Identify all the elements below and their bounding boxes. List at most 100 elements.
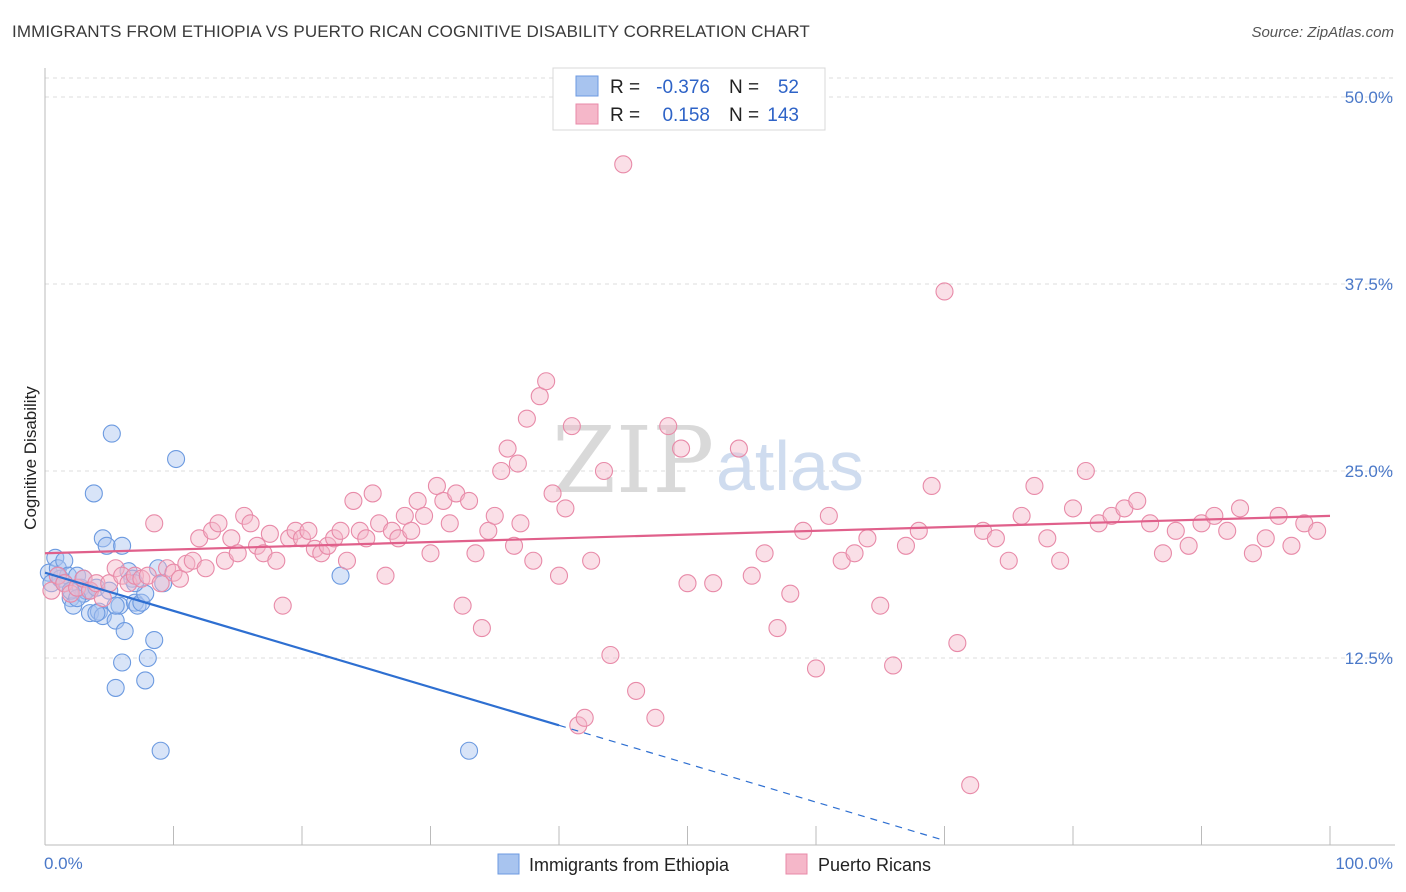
puerto-rican-point [935,282,954,301]
puerto-rican-point [768,619,787,638]
puerto-rican-point [241,514,260,533]
puerto-rican-point [1063,499,1083,518]
puerto-rican-point [170,569,189,588]
x-tick-labels: 0.0% 100.0% [44,854,1393,873]
ethiopia-point [138,648,157,668]
y-tick-label: 25.0% [1345,462,1393,481]
puerto-rican-point [260,524,279,543]
ethiopia-trend-extension [558,724,945,842]
puerto-rican-point [961,776,980,795]
puerto-rican-point [421,544,440,563]
puerto-rican-point [145,514,164,533]
puerto-rican-point [228,544,247,563]
puerto-rican-point [1282,536,1301,555]
puerto-rican-point [1025,476,1044,496]
puerto-rican-point [1012,506,1031,525]
puerto-rican-point [459,491,479,510]
puerto-rican-point [1269,506,1288,525]
y-axis-title: Cognitive Disability [21,386,40,530]
ethiopia-point [167,449,186,469]
ethiopia-point [113,653,132,672]
puerto-rican-point [508,454,527,473]
puerto-rican-point [896,536,916,555]
puerto-rican-point [1218,521,1237,540]
puerto-rican-point [530,387,549,406]
puerto-rican-point [646,708,665,727]
legend-n-value: 52 [778,77,799,98]
y-tick-label: 12.5% [1345,649,1393,668]
series-legend-swatch [497,853,520,875]
puerto-rican-point [549,566,569,585]
puerto-rican-point [453,596,472,615]
axes [44,68,1395,846]
puerto-rican-point [395,506,414,525]
puerto-rican-point [113,566,132,585]
puerto-rican-point [235,506,254,525]
puerto-rican-point [408,491,427,510]
puerto-rican-point [382,521,402,540]
puerto-rican-point [427,476,446,496]
legend-r-value: -0.376 [656,77,710,98]
puerto-rican-point [376,566,395,585]
trend-lines [44,514,1331,842]
puerto-rican-point [858,529,877,548]
puerto-rican-point [1205,506,1224,525]
series-puerto-rican-points [42,102,1327,795]
puerto-rican-point [627,681,646,700]
puerto-rican-point [1256,529,1275,548]
legend-n-value: 143 [767,105,799,126]
puerto-rican-point [344,491,363,510]
x-tick-label: 100.0% [1335,854,1393,873]
puerto-rican-point [203,521,222,540]
ethiopia-point [84,484,103,503]
puerto-rican-point [755,544,774,563]
puerto-rican-point [498,439,517,458]
legend-r-value: 0.158 [662,105,710,126]
puerto-rican-point [601,645,620,665]
puerto-rican-point [742,566,761,585]
puerto-rican-point [594,461,614,481]
x-tick-label: 0.0% [44,854,83,873]
puerto-rican-point [845,544,864,563]
ethiopia-point [136,671,155,690]
y-tick-label: 50.0% [1345,88,1393,107]
puerto-rican-point [1308,521,1327,540]
puerto-rican-point [325,529,344,548]
puerto-rican-point [884,656,903,675]
puerto-rican-point [350,521,369,540]
ethiopia-point [97,536,116,555]
ethiopia-point [106,678,125,697]
series-legend-swatch [785,853,808,875]
puerto-rican-point [781,584,800,603]
puerto-rican-point [729,439,748,458]
puerto-rican-point [704,574,723,593]
puerto-rican-point [986,529,1005,548]
puerto-rican-point [562,417,581,436]
puerto-rican-point [151,574,170,593]
watermark-atlas: atlas [716,427,864,505]
y-tick-label: 37.5% [1345,275,1393,294]
puerto-rican-point [806,659,826,678]
puerto-rican-point [524,551,543,570]
puerto-rican-point [472,619,491,638]
puerto-rican-point [273,596,292,615]
puerto-rican-point [678,574,697,593]
ethiopia-point [106,611,125,630]
puerto-rican-point [440,514,459,533]
legend-swatch [575,103,599,125]
legend-n-label: N = [729,105,759,126]
puerto-rican-point [357,529,376,548]
puerto-rican-point [1166,521,1185,540]
puerto-rican-point [415,506,434,525]
puerto-rican-point [299,521,318,540]
puerto-rican-point [331,521,350,540]
puerto-rican-point [1153,544,1172,563]
puerto-rican-point [999,551,1018,570]
series-legend-label: Puerto Ricans [818,855,931,875]
stats-legend: R = -0.376 N = 52 R = 0.158 N = 143 [552,67,826,131]
ethiopia-trend-line [44,571,560,727]
puerto-rican-point [672,439,691,458]
puerto-rican-point [909,521,928,540]
puerto-rican-point [196,559,215,578]
puerto-rican-point [209,514,228,533]
